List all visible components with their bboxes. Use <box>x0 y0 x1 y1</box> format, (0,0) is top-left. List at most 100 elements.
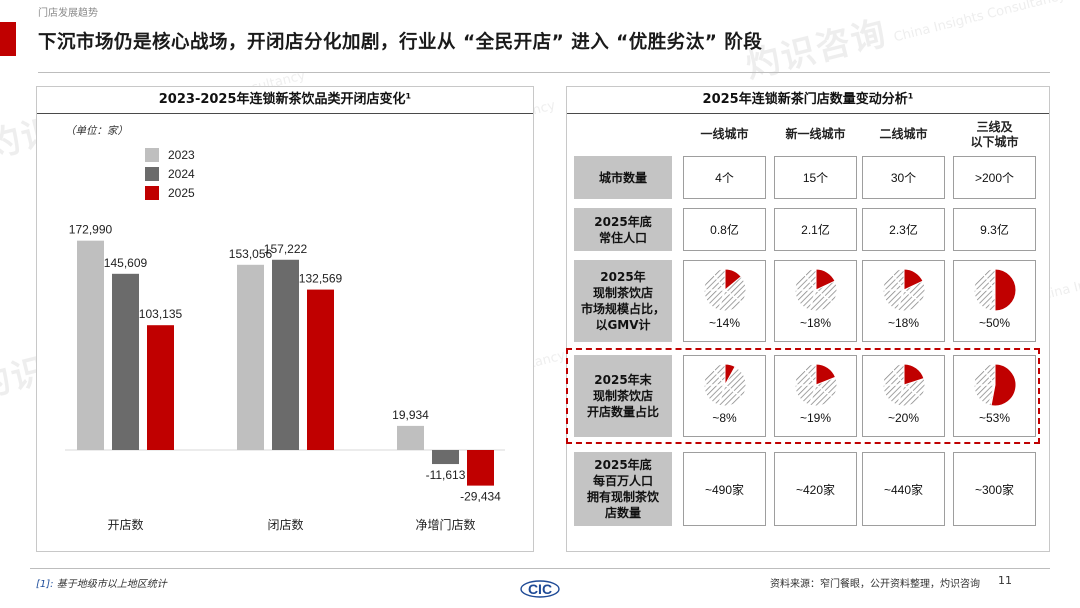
pie-divider <box>711 367 726 386</box>
bar-2024-0 <box>112 273 139 450</box>
row-header: 2025年末 现制茶饮店 开店数量占比 <box>574 355 672 437</box>
pie-divider <box>890 367 905 386</box>
pie-highlight-slice <box>815 363 836 386</box>
table-cell: ~53% <box>953 355 1036 437</box>
row-header: 城市数量 <box>574 156 672 199</box>
pie-divider <box>717 384 726 406</box>
footnote-mark: [1]: <box>36 579 54 590</box>
pie-divider <box>815 384 833 398</box>
table-cell: ~300家 <box>953 452 1036 526</box>
legend-swatch <box>145 166 159 181</box>
cic-logo: CIC <box>519 578 561 604</box>
table-cell: 4个 <box>683 156 766 199</box>
column-header: 三线及 以下城市 <box>970 120 1019 149</box>
chart-legend: 2023 2024 2025 <box>145 145 195 202</box>
pie-highlight-slice <box>724 363 736 386</box>
pie-chart <box>794 363 837 407</box>
pie-divider <box>717 289 726 311</box>
pie-divider <box>896 384 905 406</box>
pie-share-label: ~19% <box>799 411 832 425</box>
pie-divider <box>711 272 726 291</box>
row-header: 2025年 现制茶饮店 市场规模占比， 以GMV计 <box>574 260 672 342</box>
table-cell: ~20% <box>862 355 945 437</box>
category-label: 闭店数 <box>267 517 303 532</box>
table-cell: >200个 <box>953 156 1036 199</box>
legend-item-2025: 2025 <box>145 183 195 202</box>
pie-divider <box>896 289 905 311</box>
table-cell: ~19% <box>774 355 857 437</box>
pie-highlight-slice <box>994 268 1016 312</box>
table-cell: 2.1亿 <box>774 208 857 251</box>
legend-swatch <box>145 147 159 162</box>
pie-chart <box>882 363 925 407</box>
chart-title: 2023-2025年连锁新茶饮品类开闭店变化¹ <box>37 87 533 114</box>
pie-share-label: ~18% <box>887 316 920 330</box>
column-header: 新一线城市 <box>785 127 846 141</box>
column-header: 一线城市 <box>700 127 749 141</box>
logo-text: CIC <box>528 581 552 597</box>
data-label: 153,056 <box>229 247 273 261</box>
legend-label: 2025 <box>168 185 195 200</box>
pie-divider <box>903 289 921 303</box>
data-label: 103,135 <box>139 307 183 321</box>
pie-share-label: ~8% <box>712 411 737 425</box>
data-label: -11,613 <box>426 468 466 482</box>
table-title: 2025年连锁新茶门店数量变动分析¹ <box>567 87 1049 114</box>
pie-highlight-slice <box>815 268 836 291</box>
bar-2023-1 <box>237 264 264 450</box>
pie-highlight-slice <box>903 268 924 291</box>
legend-label: 2023 <box>168 147 195 162</box>
footnote: [1]: 基于地级市以上地区统计 <box>36 575 167 590</box>
bar-2025-2 <box>467 450 494 486</box>
title-divider <box>38 72 1050 73</box>
table-cell: ~14% <box>683 260 766 342</box>
pie-chart <box>973 363 1016 407</box>
table-cell: ~420家 <box>774 452 857 526</box>
pie-share-label: ~18% <box>799 316 832 330</box>
pie-highlight-slice <box>989 363 1016 407</box>
pie-highlight-slice <box>724 268 742 292</box>
table-cell: ~8% <box>683 355 766 437</box>
legend-item-2023: 2023 <box>145 145 195 164</box>
pie-divider <box>724 384 742 398</box>
footer-divider <box>30 568 1050 569</box>
pie-divider <box>802 272 817 291</box>
table-cell: ~18% <box>862 260 945 342</box>
pie-share-label: ~20% <box>887 411 920 425</box>
bar-2024-2 <box>432 450 459 465</box>
pie-share-label: ~53% <box>978 411 1011 425</box>
data-label: 19,934 <box>392 408 429 422</box>
source-note: 资料来源：窄门餐眼，公开资料整理，灼识咨询 <box>770 579 980 590</box>
pie-divider <box>890 272 905 291</box>
pie-divider <box>724 289 742 303</box>
highlight-box <box>566 348 1040 444</box>
table-cell: ~18% <box>774 260 857 342</box>
table-cell: 0.8亿 <box>683 208 766 251</box>
column-header: 二线城市 <box>879 127 928 141</box>
pie-divider <box>981 367 996 386</box>
data-label: 145,609 <box>104 256 148 270</box>
footnote-text: 基于地级市以上地区统计 <box>56 579 167 590</box>
section-tag: 门店发展趋势 <box>38 8 98 19</box>
pie-chart <box>882 268 925 312</box>
table-cell: 9.3亿 <box>953 208 1036 251</box>
page-number: 11 <box>998 574 1012 587</box>
table-cell: ~440家 <box>862 452 945 526</box>
bar-2025-1 <box>307 289 334 450</box>
pie-chart <box>794 268 837 312</box>
bar-2024-1 <box>272 259 299 450</box>
pie-divider <box>903 384 921 398</box>
legend-item-2024: 2024 <box>145 164 195 183</box>
bar-2025-0 <box>147 325 174 450</box>
pie-chart <box>973 268 1016 312</box>
table-cell: 2.3亿 <box>862 208 945 251</box>
watermark: 灼识咨询China Insights Consultancy <box>741 0 1067 87</box>
pie-share-label: ~14% <box>708 316 741 330</box>
pie-divider <box>802 367 817 386</box>
page-title: 下沉市场仍是核心战场，开闭店分化加剧，行业从 “全民开店” 进入 “优胜劣汰” … <box>38 32 763 53</box>
pie-share-label: ~50% <box>978 316 1011 330</box>
data-label: 132,569 <box>299 272 343 286</box>
table-cell: 30个 <box>862 156 945 199</box>
category-label: 开店数 <box>107 517 143 532</box>
row-header: 2025年底 每百万人口 拥有现制茶饮 店数量 <box>574 452 672 526</box>
